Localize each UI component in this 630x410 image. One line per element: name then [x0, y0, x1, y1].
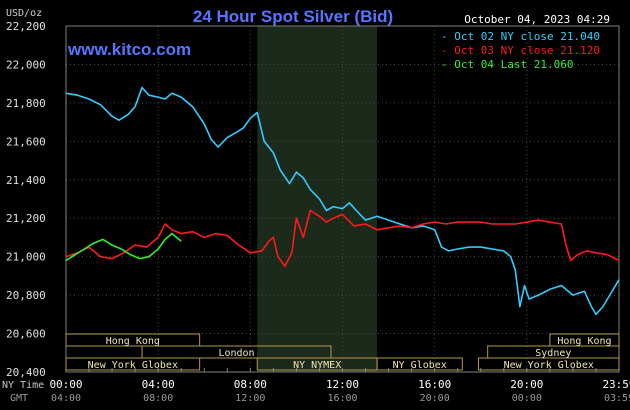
y-tick-label: 20,600	[6, 328, 46, 341]
session-bar	[65, 357, 201, 371]
market-sessions: Hong Kong London New York Globex NY NYMEX NY…	[65, 333, 620, 371]
x-axis-ticks: 00:00 04:00 04:00 08:00 08:00 12:00 12:00 16:00…	[49, 378, 630, 404]
x-tick-label-ny: 16:00	[418, 378, 451, 391]
x-tick-label-ny: 00:00	[49, 378, 82, 391]
session-label: New York Globex	[88, 360, 178, 371]
x-row-label-gmt: GMT	[10, 393, 28, 404]
chart-title: 24 Hour Spot Silver (Bid)	[193, 7, 393, 26]
y-tick-label: 21,400	[6, 174, 46, 187]
legend-entry: - Oct 04 Last 21.060	[441, 58, 573, 71]
y-tick-label: 21,600	[6, 135, 46, 148]
y-tick-label: 21,200	[6, 212, 46, 225]
y-tick-label: 21,000	[6, 251, 46, 264]
legend-entry: - Oct 03 NY close 21.120	[441, 44, 600, 57]
x-tick-label-ny: 04:00	[142, 378, 175, 391]
x-tick-label-gmt: 16:00	[327, 393, 357, 404]
legend: - Oct 02 NY close 21.040- Oct 03 NY clos…	[441, 30, 600, 71]
nymex-session-shade	[257, 26, 378, 372]
date-label: October 04, 2023 04:29	[464, 13, 610, 26]
x-row-label-ny: NY Time	[2, 380, 44, 391]
watermark: www.kitco.com	[67, 40, 191, 59]
session-label: New York Globex	[504, 360, 594, 371]
session-label: NY NYMEX	[293, 360, 341, 371]
x-tick-label-gmt: 08:00	[143, 393, 173, 404]
series-line	[65, 209, 620, 268]
session-label: Hong Kong	[557, 336, 611, 347]
session-bar	[376, 357, 463, 371]
y-tick-label: 22,200	[6, 20, 46, 33]
y-tick-label: 21,800	[6, 97, 46, 110]
x-tick-label-ny: 20:00	[510, 378, 543, 391]
x-tick-label-ny: 23:59	[602, 378, 630, 391]
y-axis-ticks: 22,200 22,000 21,800 21,600 21,400 21,200 21,0…	[6, 20, 46, 379]
series-line	[65, 86, 620, 316]
x-tick-label-gmt: 03:59	[604, 393, 630, 404]
x-tick-label-ny: 12:00	[326, 378, 359, 391]
x-tick-label-gmt: 12:00	[235, 393, 265, 404]
plot-frame	[65, 25, 620, 373]
session-label: Sydney	[535, 348, 571, 359]
y-unit-label: USD/oz	[6, 8, 42, 19]
session-bar	[549, 333, 620, 347]
y-tick-label: 22,000	[6, 58, 46, 71]
session-bar	[141, 345, 332, 359]
series-line	[65, 232, 182, 262]
series-lines	[65, 86, 620, 316]
session-label: Hong Kong	[106, 336, 160, 347]
session-bar	[65, 333, 201, 347]
y-tick-label: 20,400	[6, 366, 46, 379]
x-tick-label-gmt: 04:00	[51, 393, 81, 404]
x-tick-label-gmt: 20:00	[420, 393, 450, 404]
y-tick-label: 20,800	[6, 289, 46, 302]
x-tick-label-gmt: 00:00	[512, 393, 542, 404]
session-label: London	[218, 348, 254, 359]
legend-entry: - Oct 02 NY close 21.040	[441, 30, 600, 43]
session-label: NY Globex	[393, 360, 447, 371]
x-tick-label-ny: 08:00	[234, 378, 267, 391]
